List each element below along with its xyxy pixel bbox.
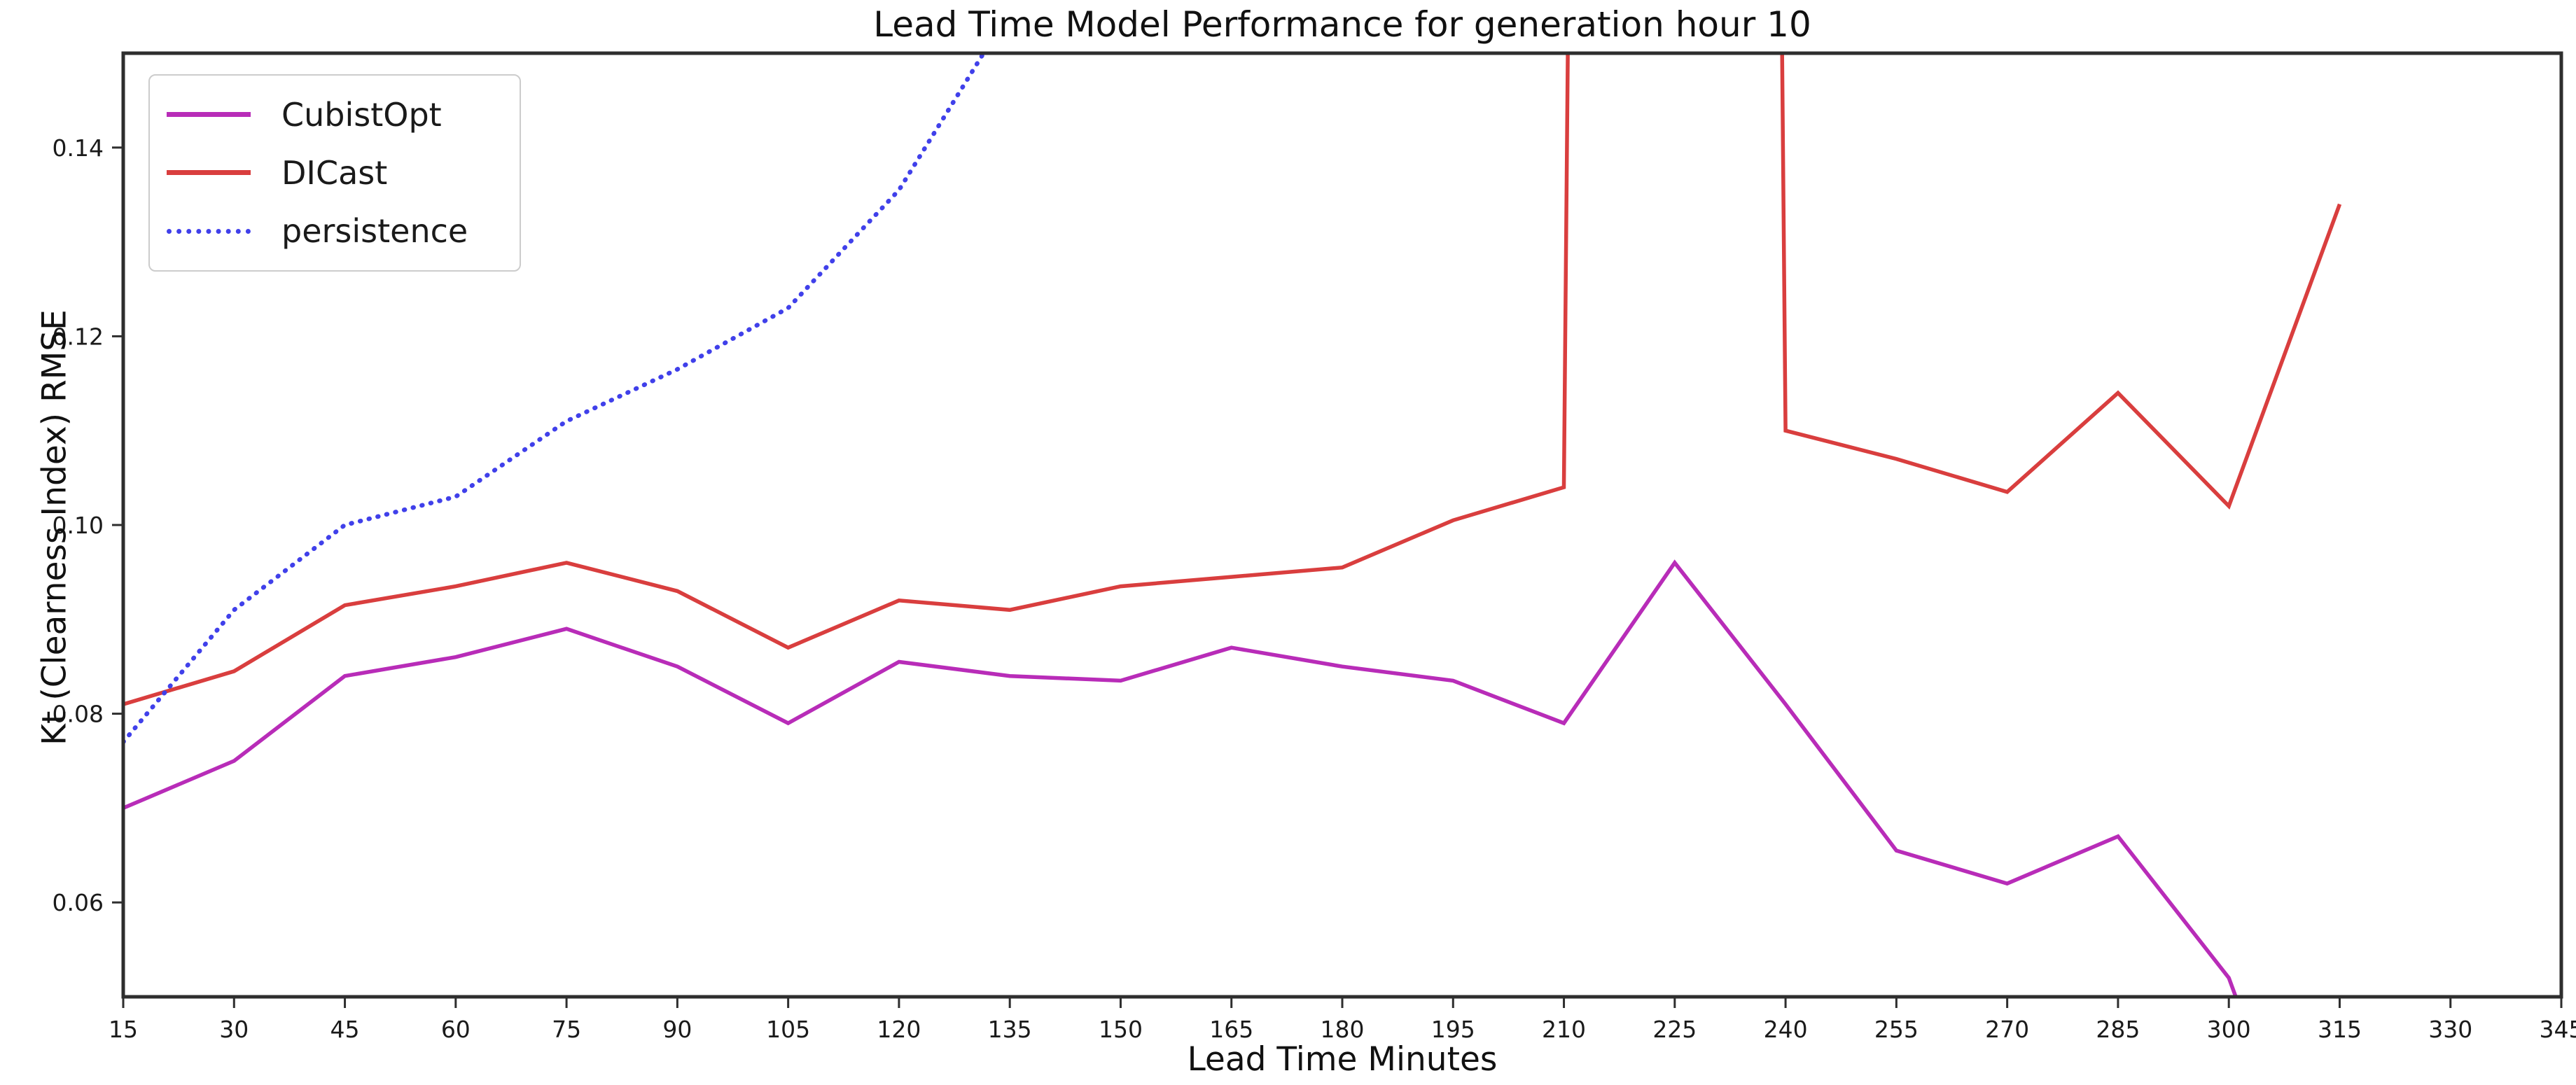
- legend-item-dicast: DICast: [167, 144, 503, 202]
- legend-label-dicast: DICast: [281, 153, 388, 192]
- legend-item-cubistopt: CubistOpt: [167, 85, 503, 144]
- x-tick-label: 330: [2428, 1016, 2472, 1043]
- legend-line-sample-dicast: [167, 170, 251, 176]
- x-tick-label: 345: [2540, 1016, 2576, 1043]
- legend-item-persistence: persistence: [167, 202, 503, 260]
- x-tick-label: 255: [1874, 1016, 1919, 1043]
- y-axis-title: Kt (Clearness Index) RMSE: [35, 309, 74, 746]
- x-tick-label: 315: [2318, 1016, 2362, 1043]
- legend-label-persistence: persistence: [281, 212, 468, 251]
- legend-line-sample-cubistopt: [167, 112, 251, 118]
- series-persistence-line: [123, 53, 987, 745]
- series-cubistopt-line: [123, 559, 2239, 997]
- x-tick-label: 300: [2207, 1016, 2251, 1043]
- x-tick-label: 45: [330, 1016, 360, 1043]
- x-tick-label: 60: [441, 1016, 471, 1043]
- legend: CubistOpt DICast persistence: [148, 74, 521, 272]
- x-axis-title: Lead Time Minutes: [1187, 1040, 1498, 1079]
- series-dicast-line: [123, 53, 2342, 706]
- x-tick-label: 120: [877, 1016, 921, 1043]
- x-tick-label: 30: [219, 1016, 249, 1043]
- x-tick-label: 165: [1209, 1016, 1253, 1043]
- x-tick-label: 90: [662, 1016, 692, 1043]
- x-tick-label: 105: [766, 1016, 810, 1043]
- y-tick-label: 0.10: [53, 512, 104, 539]
- x-tick-label: 270: [1985, 1016, 2029, 1043]
- x-tick-label: 285: [2096, 1016, 2140, 1043]
- y-tick-label: 0.08: [53, 701, 104, 728]
- chart-title: Lead Time Model Performance for generati…: [873, 4, 1811, 45]
- plot-area: [123, 53, 2342, 997]
- x-tick-label: 225: [1652, 1016, 1697, 1043]
- legend-label-cubistopt: CubistOpt: [281, 95, 442, 134]
- x-tick-label: 150: [1099, 1016, 1143, 1043]
- plot-border: [121, 51, 2563, 999]
- x-tick-label: 210: [1542, 1016, 1586, 1043]
- y-tick-label: 0.14: [53, 134, 104, 162]
- x-tick-label: 75: [552, 1016, 581, 1043]
- x-tick-label: 15: [109, 1016, 138, 1043]
- x-tick-label: 240: [1764, 1016, 1808, 1043]
- x-tick-label: 135: [988, 1016, 1032, 1043]
- y-tick-label: 0.12: [53, 323, 104, 350]
- y-tick-label: 0.06: [53, 889, 104, 916]
- legend-line-sample-persistence: [167, 228, 251, 234]
- x-tick-label: 195: [1431, 1016, 1475, 1043]
- x-tick-label: 180: [1321, 1016, 1365, 1043]
